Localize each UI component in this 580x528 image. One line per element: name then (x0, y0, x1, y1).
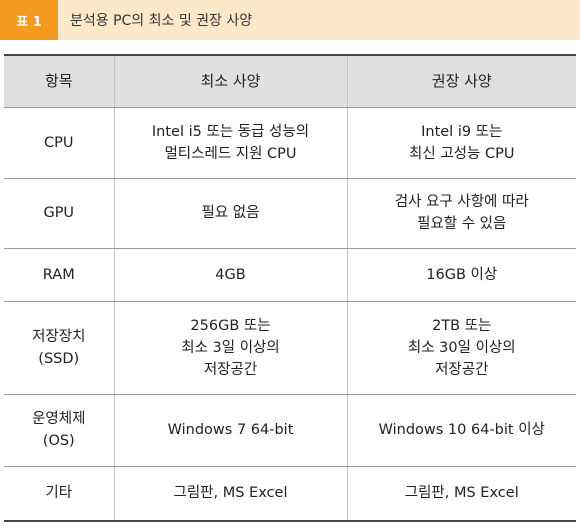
header-minimum-spec: 최소 사양 (113, 54, 347, 108)
etc-minimum-cell: 그림판, MS Excel (113, 465, 347, 522)
header-item: 항목 (4, 54, 114, 108)
row-label-gpu: GPU (4, 177, 114, 249)
spec-table: 항목 최소 사양 권장 사양 CPU Intel i5 또는 동급 성능의 멀티… (4, 54, 576, 522)
table-caption-title: 분석용 PC의 최소 및 권장 사양 (70, 13, 253, 29)
cpu-recommended-cell: Intel i9 또는 최신 고성능 CPU (346, 106, 576, 179)
cpu-minimum-cell: Intel i5 또는 동급 성능의 멀티스레드 지원 CPU (113, 106, 347, 179)
table-caption-bar: 표 1 분석용 PC의 최소 및 권장 사양 (0, 0, 580, 40)
row-label-ram: RAM (4, 247, 114, 302)
row-label-cpu: CPU (4, 106, 114, 179)
row-label-etc: 기타 (4, 465, 114, 522)
table-row: 운영체제 (OS) Windows 7 64-bit Windows 10 64… (4, 393, 576, 467)
ram-recommended-cell: 16GB 이상 (346, 247, 576, 302)
os-recommended-cell: Windows 10 64-bit 이상 (346, 393, 576, 467)
etc-recommended-cell: 그림판, MS Excel (346, 465, 576, 522)
os-minimum-cell: Windows 7 64-bit (113, 393, 347, 467)
table-row: 저장장치 (SSD) 256GB 또는 최소 3일 이상의 저장공간 2TB 또… (4, 300, 576, 395)
storage-recommended-cell: 2TB 또는 최소 30일 이상의 저장공간 (346, 300, 576, 395)
header-recommended-spec: 권장 사양 (346, 54, 576, 108)
row-label-os: 운영체제 (OS) (4, 393, 114, 467)
table-row: GPU 필요 없음 검사 요구 사항에 따라 필요할 수 있음 (4, 177, 576, 249)
gpu-recommended-cell: 검사 요구 사항에 따라 필요할 수 있음 (346, 177, 576, 249)
gpu-minimum-cell: 필요 없음 (113, 177, 347, 249)
table-header-row: 항목 최소 사양 권장 사양 (4, 54, 576, 108)
ram-minimum-cell: 4GB (113, 247, 347, 302)
row-label-storage: 저장장치 (SSD) (4, 300, 114, 395)
table-row: RAM 4GB 16GB 이상 (4, 247, 576, 302)
table-row: CPU Intel i5 또는 동급 성능의 멀티스레드 지원 CPU Inte… (4, 106, 576, 179)
storage-minimum-cell: 256GB 또는 최소 3일 이상의 저장공간 (113, 300, 347, 395)
table-row: 기타 그림판, MS Excel 그림판, MS Excel (4, 465, 576, 522)
table-number-badge: 표 1 (0, 0, 58, 40)
